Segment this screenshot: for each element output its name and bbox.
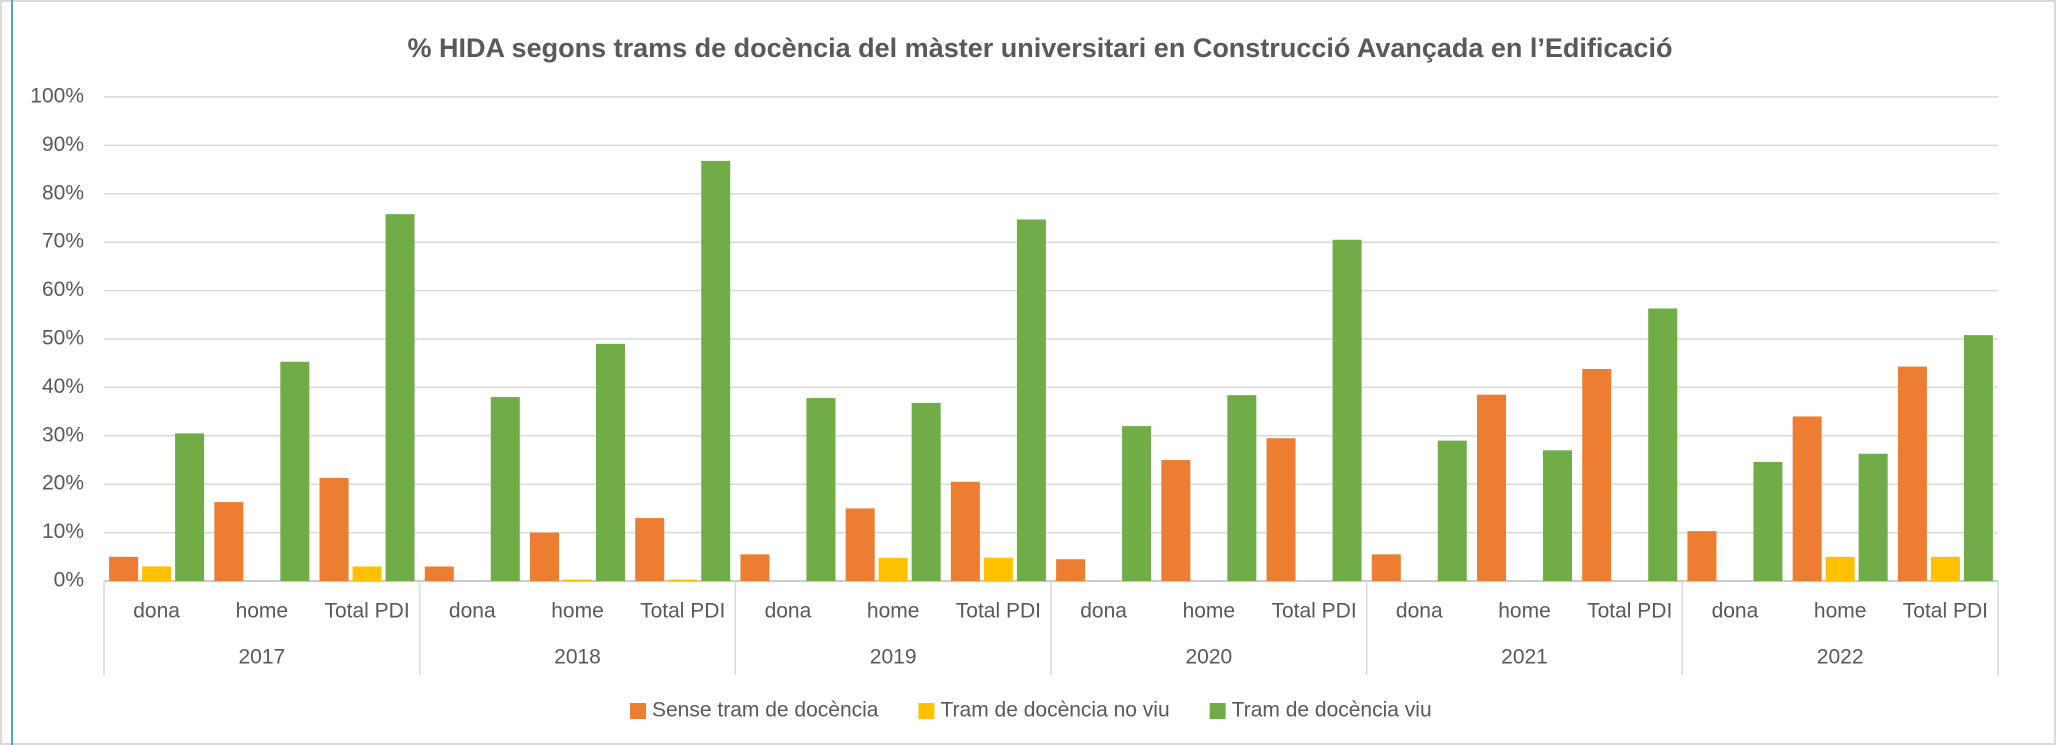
x-tick-label: dona (449, 600, 496, 623)
bar (1437, 440, 1467, 581)
bar (668, 579, 698, 581)
x-tick-label: home (867, 600, 920, 623)
bar (740, 554, 770, 581)
bar (701, 160, 731, 581)
y-tick-label: 10% (42, 520, 84, 543)
bar (1332, 239, 1362, 581)
group-label: 2022 (1817, 646, 1864, 669)
x-tick-label: Total PDI (1903, 600, 1988, 623)
bar (319, 477, 349, 581)
y-tick-label: 30% (42, 423, 84, 446)
y-tick-label: 20% (42, 472, 84, 495)
bar (1477, 394, 1506, 581)
bar (950, 481, 980, 581)
y-tick-label: 80% (42, 181, 84, 204)
x-tick-label: home (1183, 600, 1236, 623)
bar (845, 508, 875, 581)
bar (1056, 559, 1086, 581)
bar (1858, 453, 1888, 581)
y-tick-label: 0% (54, 569, 84, 592)
bar (563, 579, 592, 581)
chart-title: % HIDA segons trams de docència del màst… (408, 33, 1673, 63)
bar (1687, 531, 1717, 581)
y-tick-label: 90% (42, 133, 84, 156)
bar (596, 343, 625, 581)
bar (1582, 369, 1612, 581)
bar (1266, 438, 1296, 581)
legend-label: Tram de docència no viu (940, 699, 1169, 722)
bar (983, 557, 1013, 581)
x-tick-label: home (1814, 600, 1867, 623)
legend-swatch (918, 703, 935, 719)
y-tick-label: 100% (30, 85, 84, 108)
bar (1792, 416, 1822, 581)
bar (109, 556, 139, 581)
bar (280, 361, 310, 581)
bar (175, 433, 205, 581)
bar (878, 557, 908, 581)
x-tick-label: Total PDI (640, 600, 725, 623)
bar (385, 214, 415, 582)
bar (1753, 461, 1783, 581)
bar (1963, 335, 1993, 581)
x-tick-label: dona (1080, 600, 1127, 623)
legend-swatch (1209, 703, 1226, 719)
x-tick-label: Total PDI (324, 600, 409, 623)
group-label: 2019 (870, 646, 917, 669)
x-tick-label: dona (765, 600, 812, 623)
group-label: 2020 (1185, 646, 1232, 669)
bar (1371, 554, 1401, 581)
bar (214, 502, 244, 581)
bar (490, 397, 520, 581)
bar (635, 518, 665, 581)
x-tick-label: home (1498, 600, 1551, 623)
x-tick-label: home (551, 600, 604, 623)
bar (530, 532, 559, 581)
bar (1930, 556, 1960, 581)
bar (1227, 395, 1257, 581)
bar (911, 402, 941, 581)
y-tick-label: 40% (42, 375, 84, 398)
group-label: 2017 (238, 646, 285, 669)
x-tick-label: Total PDI (1271, 600, 1356, 623)
x-tick-label: Total PDI (956, 600, 1041, 623)
bar (1122, 426, 1152, 581)
bar (1016, 219, 1046, 581)
x-tick-label: Total PDI (1587, 600, 1672, 623)
legend-label: Sense tram de docència (652, 699, 879, 722)
y-tick-label: 50% (42, 327, 84, 350)
bar (1648, 308, 1678, 581)
y-tick-label: 70% (42, 230, 84, 253)
bar (352, 566, 382, 581)
y-tick-label: 60% (42, 278, 84, 301)
legend-swatch (630, 703, 646, 719)
bar (1161, 460, 1191, 581)
bar (1897, 366, 1927, 581)
bar (806, 398, 836, 581)
x-tick-label: dona (1712, 600, 1759, 623)
group-label: 2018 (554, 646, 601, 669)
bar (142, 566, 172, 581)
x-tick-label: dona (1396, 600, 1443, 623)
x-tick-label: dona (133, 600, 180, 623)
legend-label: Tram de docència viu (1232, 699, 1432, 722)
group-label: 2021 (1501, 646, 1548, 669)
bar (1543, 450, 1572, 581)
bar (1825, 556, 1855, 581)
bar (424, 566, 454, 581)
x-tick-label: home (236, 600, 289, 623)
